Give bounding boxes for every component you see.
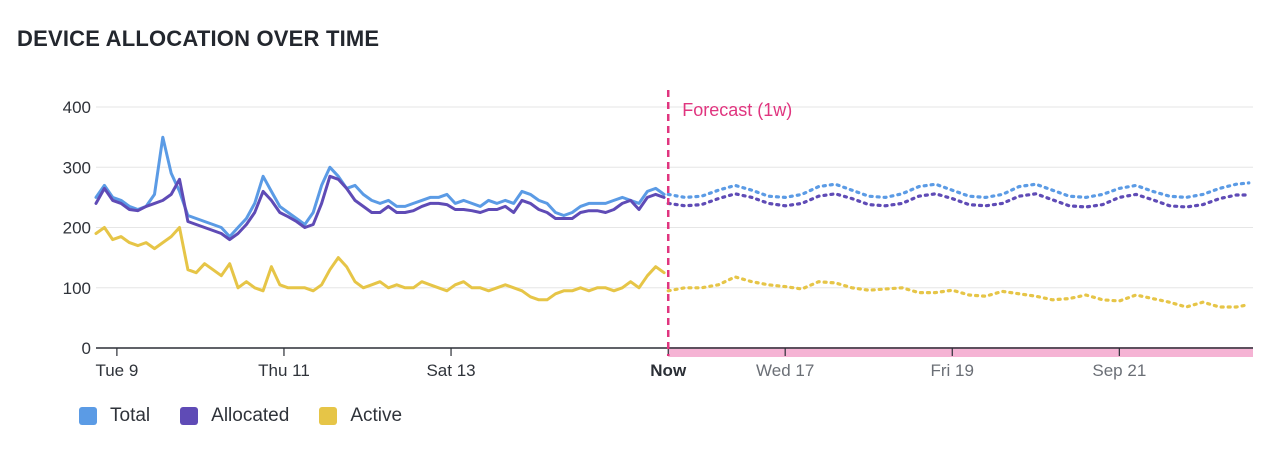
forecast-label: Forecast (1w) (682, 100, 792, 120)
allocation-chart: 0 100 200 300 400 Tue 9 Thu 11 Sat 13 Now Wed 17 F… (63, 90, 1253, 380)
x-tick-label-1: Thu 11 (258, 361, 310, 380)
x-tick-label-3: Now (650, 361, 687, 380)
legend-label-allocated: Allocated (211, 405, 290, 426)
y-tick-label-200: 200 (63, 219, 91, 238)
series-line-total-forecast (666, 181, 1251, 199)
legend-item-active[interactable]: Active (319, 405, 402, 427)
series-line-allocated (94, 174, 666, 242)
series-lines (94, 135, 1251, 309)
y-tick-label-300: 300 (63, 158, 91, 177)
series-line-total (94, 135, 666, 239)
series-line-allocated-forecast (666, 192, 1251, 209)
legend-swatch-total (79, 407, 97, 425)
legend-label-total: Total (110, 405, 151, 426)
axes: 0 100 200 300 400 Tue 9 Thu 11 Sat 13 Now Wed 17 F… (63, 98, 1253, 380)
chart-title: DEVICE ALLOCATION OVER TIME (17, 26, 380, 51)
legend-label-active: Active (350, 405, 403, 426)
x-tick-label-4: Wed 17 (756, 361, 814, 380)
x-tick-label-6: Sep 21 (1092, 361, 1146, 380)
y-tick-label-100: 100 (63, 279, 91, 298)
x-tick-label-5: Fri 19 (931, 361, 974, 380)
y-tick-label-0: 0 (82, 339, 91, 358)
x-tick-label-2: Sat 13 (426, 361, 475, 380)
legend: Total Allocated Active (79, 405, 432, 427)
x-tick-label-0: Tue 9 (95, 361, 138, 380)
y-tick-label-400: 400 (63, 98, 91, 117)
series-line-active-forecast (666, 275, 1251, 309)
legend-item-allocated[interactable]: Allocated (180, 405, 289, 427)
legend-swatch-active (319, 407, 338, 425)
now-marker: Forecast (1w) (666, 90, 792, 356)
legend-item-total[interactable]: Total (79, 405, 150, 427)
forecast-band (668, 347, 1253, 357)
forecast-axis-band (668, 347, 1253, 357)
series-line-active (94, 226, 666, 302)
legend-swatch-allocated (180, 407, 199, 425)
